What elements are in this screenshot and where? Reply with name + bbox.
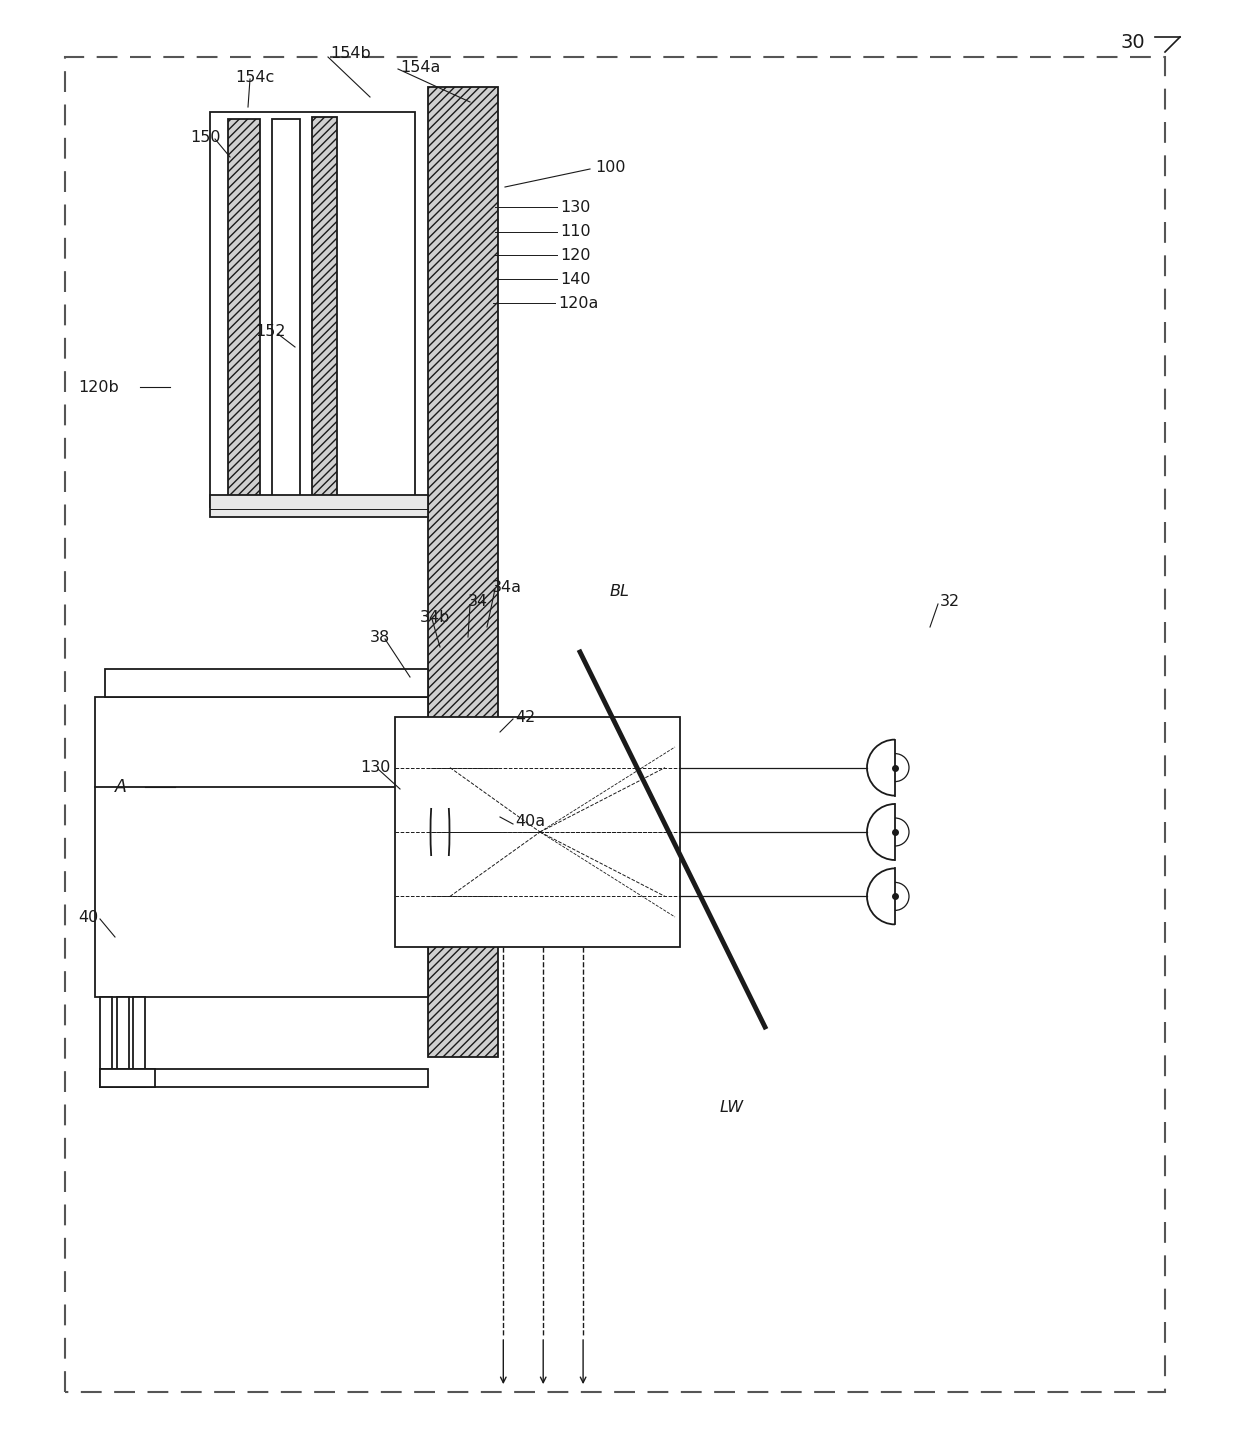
- Text: 110: 110: [560, 224, 590, 240]
- Polygon shape: [312, 117, 337, 502]
- Text: 140: 140: [560, 272, 590, 287]
- Polygon shape: [228, 119, 260, 499]
- Text: 34a: 34a: [492, 579, 522, 595]
- Text: 120b: 120b: [78, 379, 119, 395]
- Text: 120a: 120a: [558, 295, 599, 311]
- Text: 34b: 34b: [420, 609, 450, 625]
- Polygon shape: [498, 726, 520, 747]
- Text: 42: 42: [515, 709, 536, 725]
- Text: 38: 38: [370, 629, 391, 644]
- Polygon shape: [210, 495, 428, 517]
- Polygon shape: [396, 718, 680, 946]
- Text: 152: 152: [255, 324, 285, 340]
- Text: 30: 30: [1120, 32, 1145, 52]
- Text: 34: 34: [467, 595, 489, 609]
- Polygon shape: [95, 697, 428, 997]
- Polygon shape: [100, 1069, 428, 1087]
- Text: 100: 100: [595, 159, 625, 175]
- Polygon shape: [210, 111, 415, 506]
- Text: 32: 32: [940, 595, 960, 609]
- Text: 154a: 154a: [401, 59, 440, 74]
- Polygon shape: [428, 87, 498, 747]
- Polygon shape: [428, 747, 498, 828]
- Text: 40a: 40a: [515, 815, 546, 829]
- Text: 130: 130: [560, 200, 590, 214]
- Polygon shape: [498, 807, 520, 828]
- Text: A: A: [115, 778, 126, 796]
- Polygon shape: [272, 119, 300, 499]
- Polygon shape: [100, 997, 112, 1087]
- Polygon shape: [117, 997, 129, 1087]
- Polygon shape: [105, 669, 428, 697]
- Text: 40: 40: [78, 910, 98, 925]
- Text: 130: 130: [360, 760, 391, 774]
- Polygon shape: [100, 1069, 155, 1087]
- Text: 150: 150: [190, 129, 221, 145]
- Text: BL: BL: [610, 585, 630, 599]
- Text: 154b: 154b: [330, 46, 371, 62]
- Text: 120: 120: [560, 247, 590, 262]
- Polygon shape: [133, 997, 145, 1087]
- Polygon shape: [428, 828, 498, 1056]
- Text: 154c: 154c: [236, 69, 274, 84]
- Text: LW: LW: [720, 1100, 744, 1114]
